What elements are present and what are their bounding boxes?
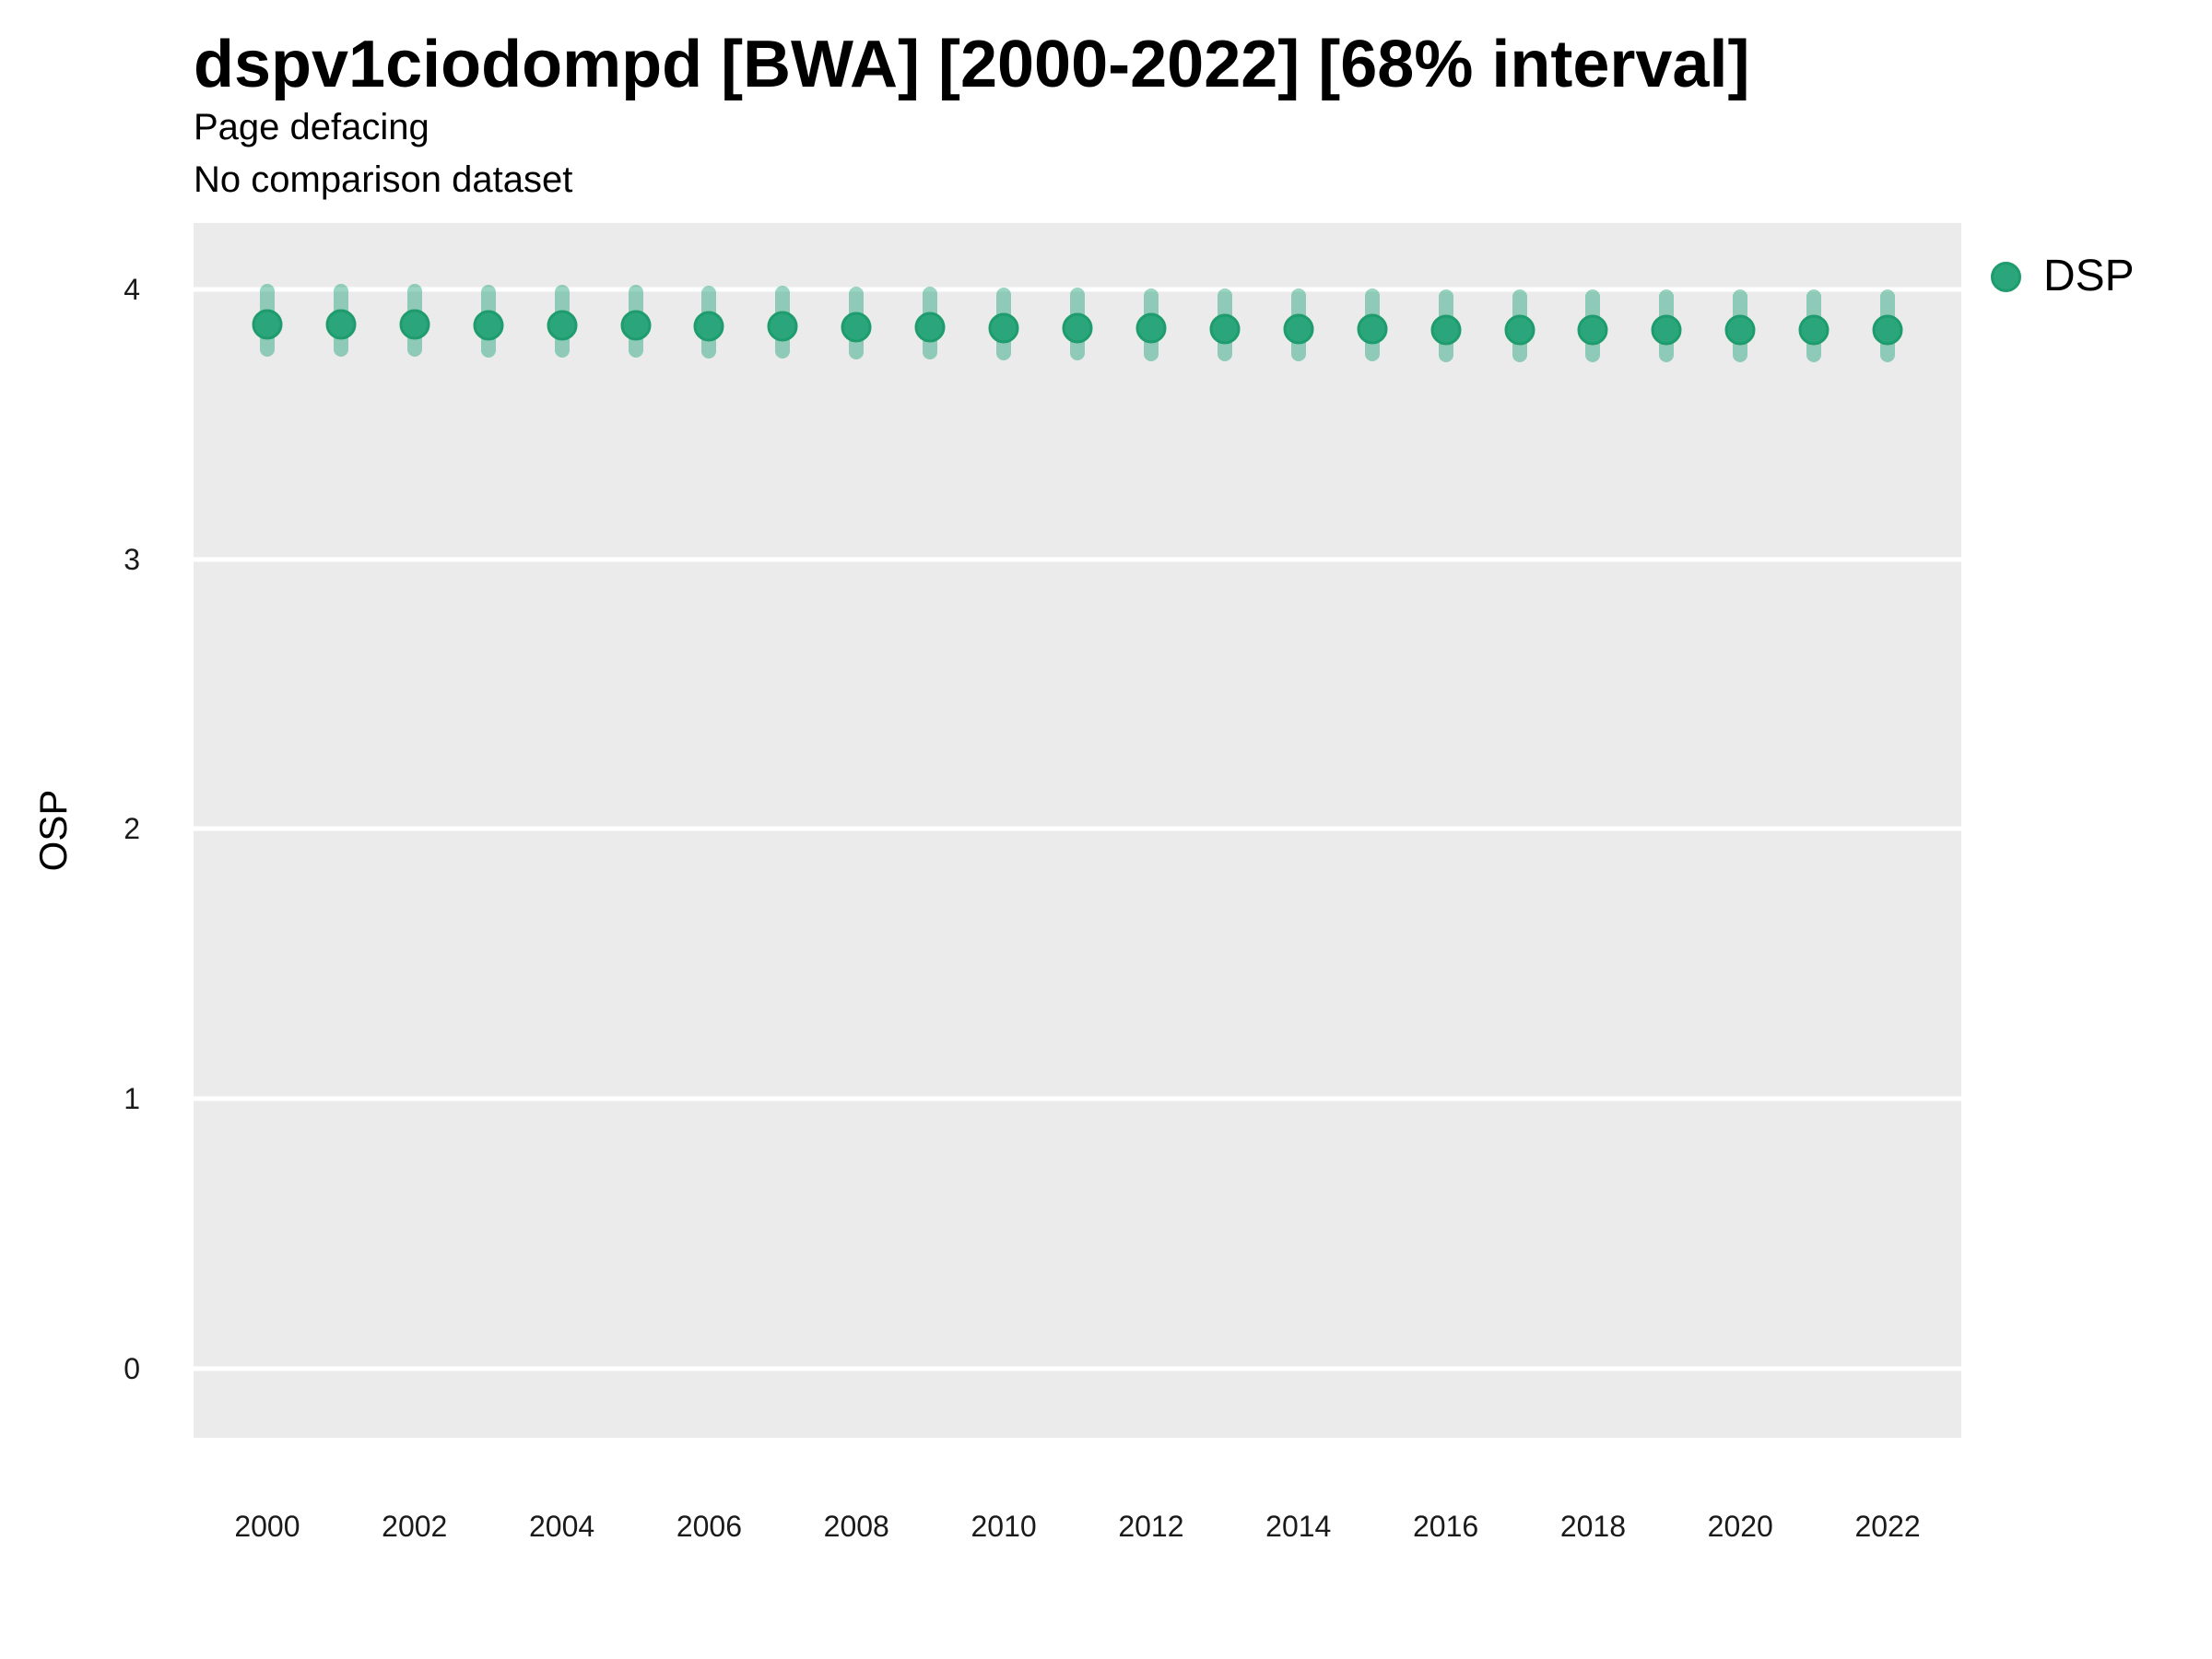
- data-point-2016: [1430, 314, 1462, 346]
- data-point-2021: [1798, 314, 1830, 346]
- data-point-2014: [1283, 313, 1314, 345]
- plot-panel: [194, 223, 1961, 1438]
- data-point-2009: [914, 312, 946, 343]
- gridline-y-3: [194, 557, 1961, 562]
- x-tick-label-2012: 2012: [1118, 1510, 1184, 1543]
- x-tick-label-2014: 2014: [1265, 1510, 1332, 1543]
- data-point-2020: [1724, 314, 1756, 346]
- x-tick-label-2000: 2000: [234, 1510, 300, 1543]
- x-tick-label-2002: 2002: [382, 1510, 448, 1543]
- x-tick-label-2008: 2008: [823, 1510, 889, 1543]
- data-point-2015: [1357, 313, 1388, 345]
- y-tick-label-2: 2: [124, 812, 140, 846]
- gridline-y-2: [194, 826, 1961, 831]
- data-point-2003: [473, 310, 504, 341]
- data-point-2005: [620, 310, 651, 341]
- legend-point-icon: [1991, 261, 2021, 292]
- data-point-2002: [399, 309, 430, 340]
- gridline-y-4: [194, 287, 1961, 292]
- legend: DSP: [1991, 254, 2135, 299]
- chart-subtitle-2: No comparison dataset: [194, 159, 573, 200]
- data-point-2017: [1504, 314, 1535, 346]
- chart-subtitle: Page defacing: [194, 107, 429, 147]
- data-point-2010: [988, 312, 1019, 344]
- data-point-2004: [547, 310, 578, 341]
- data-point-2000: [252, 309, 283, 340]
- data-point-2006: [693, 311, 724, 342]
- y-tick-label-4: 4: [124, 273, 140, 306]
- x-tick-label-2010: 2010: [971, 1510, 1037, 1543]
- gridline-y-0: [194, 1366, 1961, 1371]
- data-point-2013: [1209, 313, 1241, 345]
- data-point-2019: [1651, 314, 1682, 346]
- data-point-2001: [325, 309, 357, 340]
- x-tick-label-2004: 2004: [528, 1510, 595, 1543]
- y-tick-label-1: 1: [124, 1082, 140, 1116]
- x-tick-label-2006: 2006: [676, 1510, 742, 1543]
- gridline-y-1: [194, 1096, 1961, 1101]
- data-point-2007: [767, 311, 798, 342]
- data-point-2008: [841, 312, 872, 343]
- y-tick-label-0: 0: [124, 1351, 140, 1385]
- data-point-2022: [1872, 314, 1903, 346]
- data-point-2018: [1577, 314, 1608, 346]
- x-tick-label-2020: 2020: [1707, 1510, 1773, 1543]
- x-tick-label-2018: 2018: [1559, 1510, 1626, 1543]
- chart-title: dspv1ciodompd [BWA] [2000-2022] [68% int…: [194, 28, 1750, 101]
- data-point-2011: [1062, 312, 1093, 344]
- data-point-2012: [1135, 312, 1167, 344]
- x-tick-label-2016: 2016: [1412, 1510, 1479, 1543]
- x-tick-label-2022: 2022: [1854, 1510, 1921, 1543]
- legend-label: DSP: [2043, 252, 2135, 300]
- y-tick-label-3: 3: [124, 542, 140, 576]
